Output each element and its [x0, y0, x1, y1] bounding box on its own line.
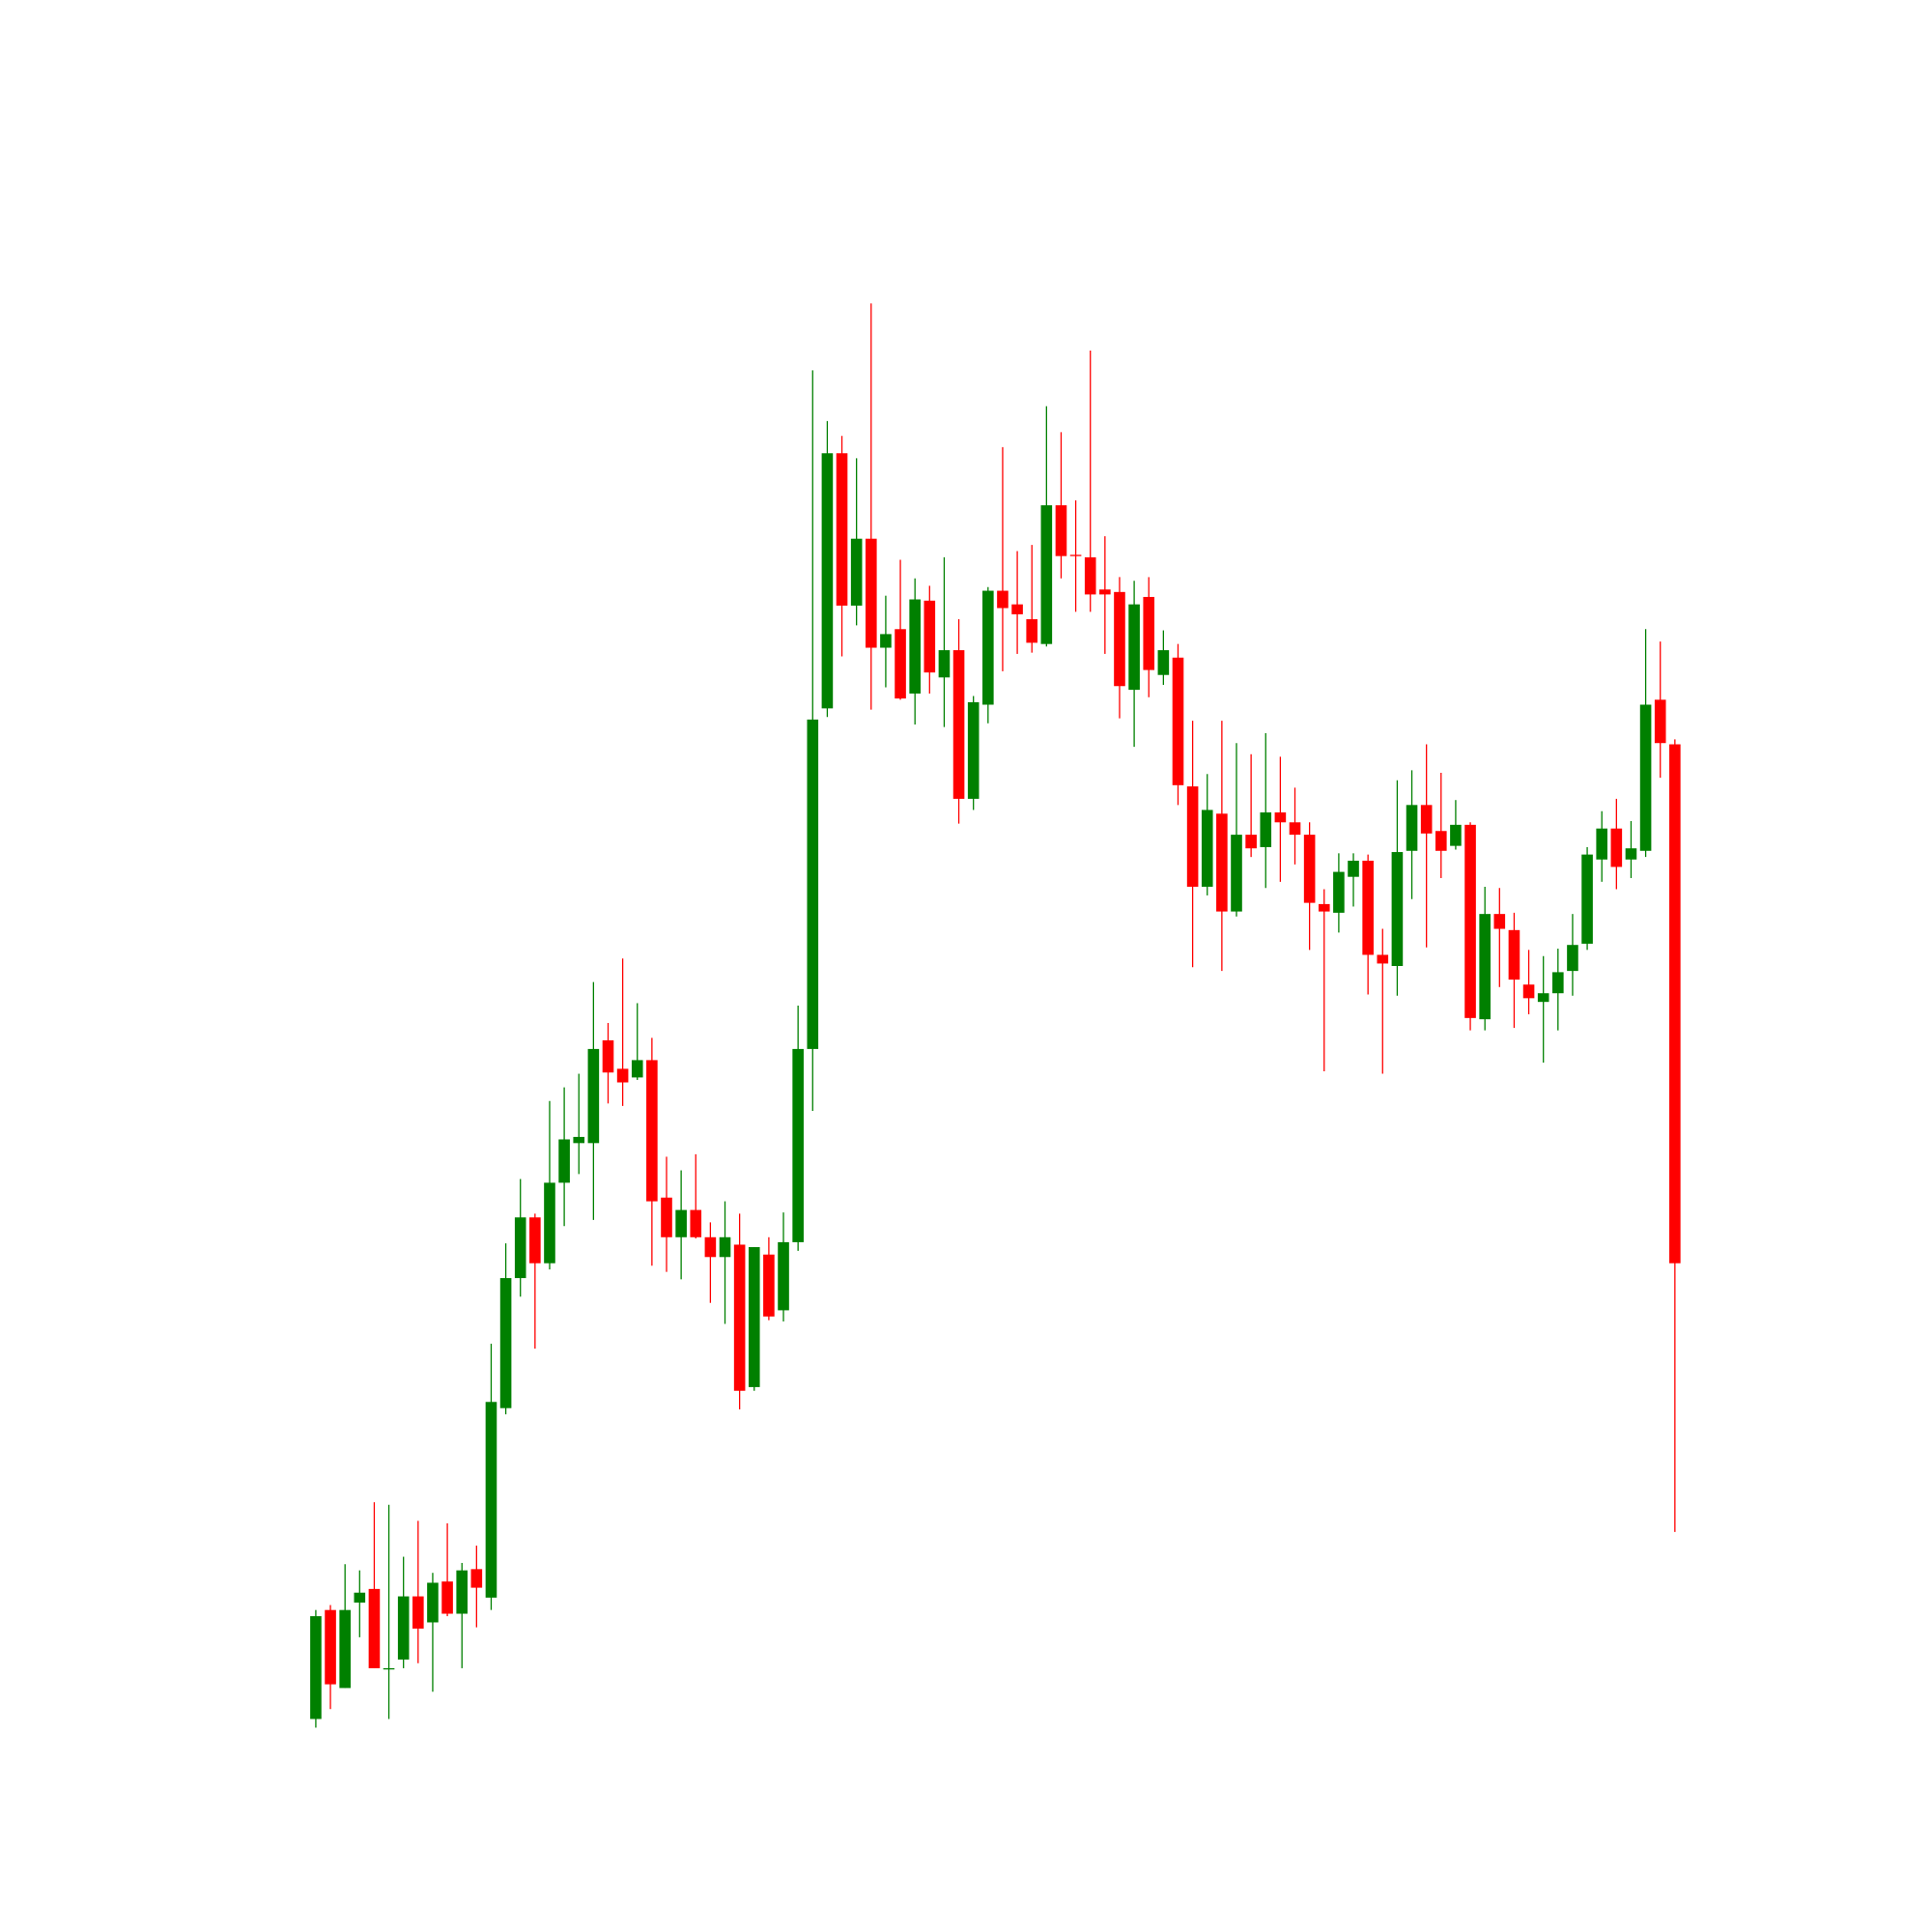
candle-body	[1040, 505, 1053, 644]
candle-body	[470, 1569, 483, 1588]
candle-body	[1231, 835, 1242, 912]
candle-body	[880, 634, 892, 648]
candle-body	[1581, 854, 1593, 944]
candle-body	[514, 1217, 526, 1279]
candle-body	[923, 600, 936, 673]
candle-body	[909, 599, 921, 694]
candle-body	[1303, 835, 1316, 903]
candle-body	[1318, 903, 1330, 912]
candle-body	[1596, 828, 1608, 860]
candle-body	[1391, 852, 1404, 966]
candle-body	[310, 1616, 322, 1719]
candle-body	[646, 1060, 658, 1202]
candle-body	[1333, 871, 1345, 913]
candle-body	[1186, 786, 1199, 887]
candle-body	[675, 1209, 687, 1237]
candle-body	[1406, 805, 1418, 851]
candle-body	[485, 1402, 497, 1598]
candle-body	[587, 1048, 600, 1144]
candle-body	[1362, 861, 1374, 955]
candle-body	[368, 1588, 381, 1668]
candle-body	[573, 1136, 585, 1144]
candle-body	[1143, 596, 1155, 670]
candle-body	[1216, 813, 1228, 912]
candle-body	[1069, 554, 1082, 556]
candle-body	[1479, 914, 1491, 1020]
candle-body	[1669, 744, 1681, 1264]
candle-body	[456, 1570, 469, 1614]
candle-body	[1055, 505, 1067, 556]
candle-body	[895, 629, 906, 699]
candle-body	[982, 590, 994, 705]
candle-body	[1011, 604, 1023, 614]
candle-body	[661, 1197, 672, 1237]
candle-body	[383, 1667, 395, 1670]
candle-body	[952, 650, 965, 799]
candle-body	[1639, 704, 1652, 851]
candle-body	[865, 538, 877, 648]
candle-body	[602, 1039, 614, 1073]
candle-body	[1084, 556, 1096, 595]
candle-body	[1610, 828, 1623, 867]
candle-body	[1450, 824, 1462, 846]
candle-body	[1348, 861, 1359, 877]
candle-body	[1245, 835, 1257, 849]
candle-body	[967, 701, 980, 799]
candle-body	[616, 1068, 629, 1083]
candle-body	[1567, 945, 1578, 972]
candle-body	[499, 1278, 512, 1408]
candle-body	[1157, 650, 1170, 675]
candle-body	[1420, 805, 1433, 834]
candle-body	[544, 1182, 555, 1264]
candle-body	[719, 1236, 731, 1258]
candle-body	[1464, 824, 1476, 1018]
candle-body	[1128, 604, 1140, 691]
candle-body	[778, 1241, 789, 1311]
candle-body	[733, 1244, 746, 1391]
candle-body	[1552, 972, 1564, 994]
candle-body	[1026, 619, 1038, 643]
candle-body	[1537, 993, 1549, 1003]
candle-body	[1435, 831, 1447, 851]
candle-body	[807, 719, 819, 1049]
candle-body	[1172, 657, 1184, 785]
candle-body	[1493, 914, 1506, 929]
candle-body	[1625, 848, 1637, 860]
candle-body	[1522, 984, 1535, 999]
candle-body	[792, 1048, 804, 1242]
candle-body	[631, 1060, 643, 1078]
candle-body	[690, 1209, 702, 1237]
candle-body	[1508, 929, 1520, 980]
candle-body	[748, 1247, 760, 1387]
candle-body	[339, 1609, 351, 1689]
candle-body	[354, 1592, 366, 1603]
candle-body	[704, 1236, 717, 1258]
candle-body	[997, 590, 1009, 609]
candle-body	[850, 538, 863, 606]
candle-body	[529, 1217, 541, 1264]
candle-body	[1099, 589, 1111, 595]
candle-body	[1289, 822, 1301, 836]
candle-body	[427, 1582, 439, 1623]
candle-body	[1377, 954, 1389, 964]
candle-body	[938, 650, 951, 678]
candle-body	[325, 1609, 336, 1685]
candle-body	[1114, 591, 1125, 687]
candle-body	[1654, 699, 1666, 744]
candle-body	[1260, 812, 1272, 847]
candle-body	[1201, 810, 1213, 887]
candle-body	[763, 1254, 775, 1317]
candle-body	[412, 1596, 424, 1629]
candle-body	[821, 453, 834, 709]
candle-body	[397, 1596, 410, 1660]
candle-body	[836, 453, 848, 606]
candle-body	[441, 1581, 453, 1614]
candle-body	[558, 1139, 570, 1183]
candle-body	[1274, 812, 1287, 823]
